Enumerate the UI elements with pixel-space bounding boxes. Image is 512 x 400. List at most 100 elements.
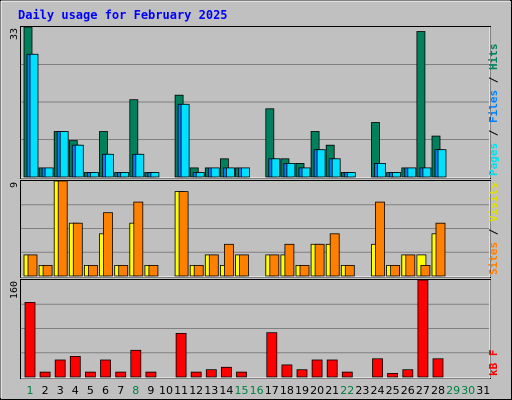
- y-max-label: 33: [9, 28, 20, 40]
- bar-sites: [223, 243, 234, 277]
- bar-sites: [88, 264, 98, 277]
- day-label: 29: [446, 384, 460, 397]
- panel-kbytes: 160 kB F: [9, 279, 500, 379]
- bar-kb-f: [175, 332, 187, 378]
- day-label: 22: [340, 384, 354, 397]
- panel-hits-files-pages: 33 Pages / Files / Hits: [9, 26, 500, 179]
- bar-pages: [271, 158, 281, 178]
- day-label: 17: [265, 384, 279, 397]
- bar-sites: [178, 191, 189, 277]
- bar-sites: [299, 264, 310, 277]
- legend: Sites / Visits: [487, 182, 500, 275]
- bar-kb-f: [236, 371, 247, 378]
- day-label: 21: [325, 384, 339, 397]
- bar-pages: [120, 172, 130, 178]
- day-label: 30: [461, 384, 475, 397]
- bar-sites: [133, 201, 144, 277]
- bar-pages: [437, 149, 447, 178]
- bar-pages: [105, 153, 114, 178]
- day-label: 15: [235, 384, 249, 397]
- day-label: 28: [431, 384, 445, 397]
- day-label: 2: [42, 384, 49, 397]
- day-label: 12: [189, 384, 203, 397]
- chart-title: Daily usage for February 2025: [18, 8, 228, 22]
- y-max-label: 9: [9, 182, 20, 188]
- legend-entry: /: [487, 123, 500, 143]
- bar-sites: [375, 201, 385, 277]
- bar-kb-f: [39, 371, 51, 378]
- day-label: 20: [310, 384, 324, 397]
- day-label: 14: [219, 384, 233, 397]
- bar-pages: [225, 167, 235, 178]
- legend-entry: /: [487, 222, 500, 242]
- day-label: 8: [132, 384, 139, 397]
- bar-sites: [405, 254, 416, 277]
- bar-kb-f: [100, 359, 111, 378]
- legend-entry: /: [487, 70, 500, 90]
- bar-pages: [422, 167, 432, 178]
- bar-kb-f: [69, 355, 81, 378]
- bar-sites: [420, 264, 431, 277]
- day-label: 11: [174, 384, 188, 397]
- day-label: 3: [57, 384, 64, 397]
- legend-entry: kB F: [487, 350, 500, 377]
- bar-pages: [392, 172, 402, 178]
- bar-pages: [180, 103, 190, 178]
- bar-pages: [150, 172, 160, 178]
- bar-sites: [193, 264, 204, 277]
- bar-sites: [329, 233, 340, 277]
- bar-kb-f: [266, 332, 278, 378]
- day-label: 18: [280, 384, 294, 397]
- bar-sites: [284, 243, 295, 277]
- bar-pages: [286, 162, 296, 178]
- bar-pages: [74, 144, 84, 178]
- bar-pages: [316, 149, 326, 178]
- bar-sites: [269, 254, 280, 277]
- bar-pages: [377, 162, 386, 178]
- bar-sites: [148, 264, 159, 277]
- bar-kb-f: [85, 371, 96, 378]
- bar-pages: [59, 131, 69, 178]
- day-label: 27: [416, 384, 430, 397]
- legend-entry: Files: [487, 90, 500, 123]
- bar-sites: [390, 264, 401, 277]
- bar-kb-f: [24, 301, 36, 378]
- bar-kb-f: [54, 359, 66, 378]
- bar-pages: [346, 172, 356, 178]
- day-label: 19: [295, 384, 309, 397]
- bar-pages: [407, 167, 417, 178]
- bar-kb-f: [402, 369, 414, 378]
- legend: Pages / Files / Hits: [487, 44, 500, 177]
- bar-kb-f: [220, 366, 232, 378]
- day-label: 9: [147, 384, 154, 397]
- bar-kb-f: [145, 371, 157, 378]
- bar-sites: [118, 264, 129, 277]
- day-label: 23: [355, 384, 369, 397]
- bar-kb-f: [130, 349, 142, 378]
- bar-pages: [241, 167, 250, 178]
- bar-kb-f: [311, 359, 323, 378]
- bar-sites: [42, 264, 53, 277]
- bar-sites: [27, 254, 38, 277]
- legend: kB F: [487, 350, 500, 377]
- legend-entry: Sites: [487, 242, 500, 275]
- bar-pages: [195, 172, 205, 178]
- bar-sites: [103, 212, 113, 277]
- bar-kb-f: [341, 371, 353, 378]
- bar-sites: [239, 254, 249, 277]
- bar-pages: [301, 167, 311, 178]
- bar-kb-f: [281, 364, 293, 378]
- bar-sites: [208, 254, 219, 277]
- bar-kb-f: [115, 371, 127, 378]
- day-label: 24: [371, 384, 385, 397]
- bar-sites: [72, 222, 83, 277]
- day-label: 16: [250, 384, 264, 397]
- bar-pages: [90, 172, 99, 178]
- day-label: 13: [204, 384, 218, 397]
- day-label: 26: [401, 384, 415, 397]
- day-label: 5: [87, 384, 94, 397]
- bar-kb-f: [432, 358, 444, 378]
- bar-sites: [314, 243, 325, 277]
- day-label: 6: [102, 384, 109, 397]
